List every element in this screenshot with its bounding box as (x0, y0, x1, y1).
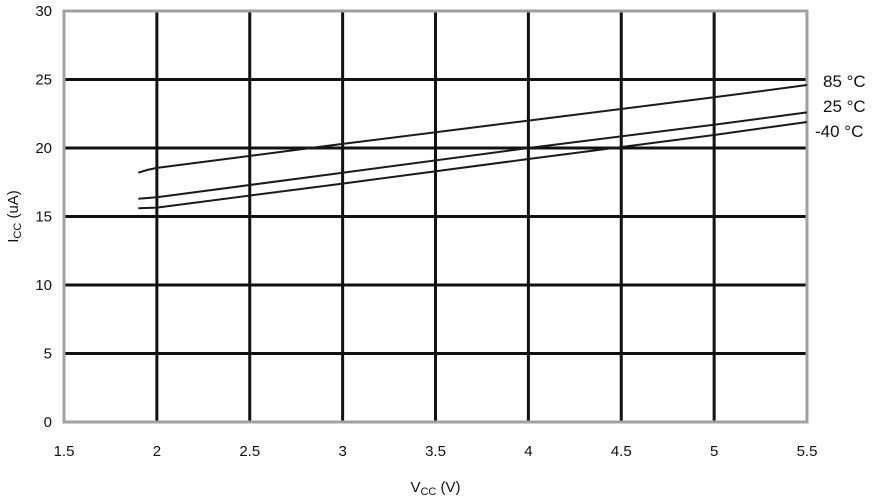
x-axis-label: VCC (V) (410, 479, 460, 497)
y-tick-label: 15 (35, 209, 52, 226)
y-tick-label: 30 (35, 3, 52, 20)
x-tick-label: 4.5 (611, 443, 632, 460)
series-line (138, 121, 808, 210)
y-axis-label-unit: (uA) (5, 190, 22, 223)
y-axis-label-subscript: CC (12, 223, 24, 239)
series-label: 25 °C (823, 97, 866, 116)
x-tick-label: 2.5 (239, 443, 260, 460)
grid (64, 11, 807, 422)
x-axis-label-unit: (V) (436, 479, 460, 496)
series-line (138, 84, 808, 174)
x-tick-label: 3.5 (425, 443, 446, 460)
plot-frame (62, 9, 809, 424)
series-group (138, 84, 808, 210)
x-axis-label-subscript: CC (420, 486, 436, 497)
y-tick-label: 0 (44, 414, 52, 431)
series-label: -40 °C (815, 122, 863, 141)
series-labels: 85 °C 25 °C -40 °C (815, 72, 866, 141)
y-tick-label: 20 (35, 140, 52, 157)
x-tick-label: 4 (524, 443, 532, 460)
x-tick-labels: 1.5 2 2.5 3 3.5 4 4.5 5 5.5 (54, 443, 818, 460)
y-axis-label-main: I (5, 239, 22, 243)
series-label: 85 °C (823, 72, 866, 91)
x-axis-label-main: V (410, 479, 420, 496)
x-tick-label: 5 (710, 443, 718, 460)
y-tick-label: 5 (44, 346, 52, 363)
x-tick-label: 3 (338, 443, 346, 460)
x-tick-label: 1.5 (54, 443, 75, 460)
y-tick-label: 10 (35, 277, 52, 294)
y-tick-label: 25 (35, 72, 52, 89)
x-tick-label: 5.5 (797, 443, 818, 460)
y-tick-labels: 0 5 10 15 20 25 30 (35, 3, 52, 431)
y-axis-label: ICC (uA) (5, 190, 24, 243)
series-line (138, 111, 808, 200)
x-tick-label: 2 (153, 443, 161, 460)
